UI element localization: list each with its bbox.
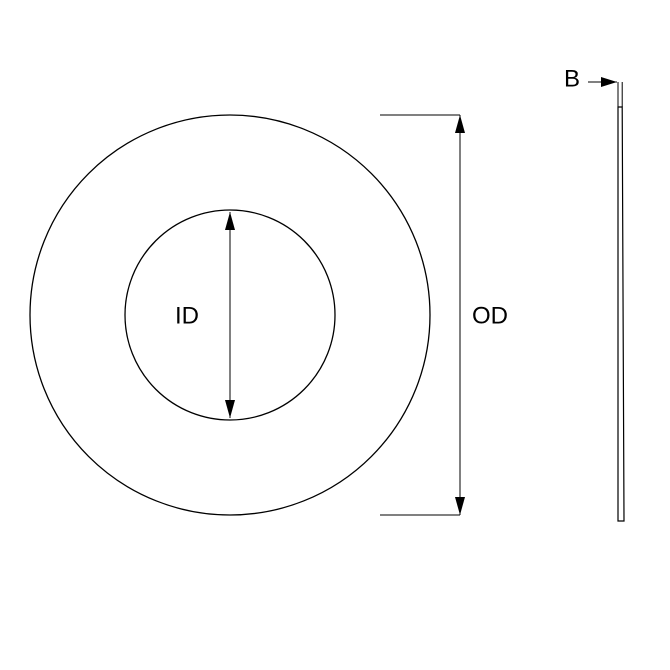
washer-side-view	[618, 107, 624, 521]
od-label: OD	[472, 302, 508, 329]
id-label: ID	[175, 302, 199, 329]
b-label: B	[564, 65, 580, 92]
